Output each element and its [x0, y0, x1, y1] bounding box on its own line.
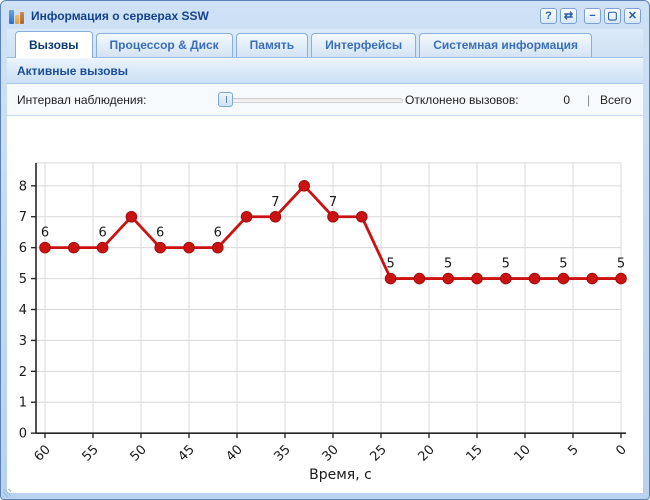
rejected-calls-value: 0: [563, 92, 570, 107]
panel-header: Активные вызовы: [7, 58, 643, 84]
svg-text:3: 3: [19, 334, 27, 349]
svg-text:5: 5: [559, 257, 567, 272]
tick-marks: [31, 185, 622, 439]
tab-cpu-disk[interactable]: Процессор & Диск: [95, 33, 233, 57]
data-point: [413, 272, 426, 285]
svg-text:55: 55: [80, 442, 102, 464]
tab-system-info[interactable]: Системная информация: [419, 33, 593, 57]
svg-text:5: 5: [617, 257, 625, 272]
resize-grip[interactable]: [3, 489, 11, 497]
calls-panel: Активные вызовы Интервал наблюдения: Отк…: [7, 58, 643, 493]
data-point: [96, 241, 109, 254]
svg-text:35: 35: [272, 442, 294, 464]
data-point: [269, 210, 282, 223]
svg-text:5: 5: [19, 272, 27, 287]
chart-panel: 0 1 2 3 4 5 6 7 8 60 55 50 45 40 35 30 25 20 15 10 5 0 Время, …: [7, 116, 643, 493]
tab-interfaces[interactable]: Интерфейсы: [311, 33, 417, 57]
data-point: [212, 241, 224, 254]
svg-text:8: 8: [19, 179, 27, 194]
data-point: [68, 241, 80, 254]
rejected-calls-label: Отклонено вызовов:: [405, 92, 519, 107]
x-tick-labels: 60 55 50 45 40 35 30 25 20 15 10 5 0: [32, 442, 630, 464]
data-point: [298, 180, 311, 192]
interval-label: Интервал наблюдения:: [17, 92, 147, 107]
svg-text:60: 60: [32, 442, 54, 464]
svg-text:6: 6: [214, 226, 222, 241]
window-tools: ? ⇄ − ▢ ✕: [540, 8, 641, 24]
close-button[interactable]: ✕: [624, 8, 641, 24]
total-label: Всего: [600, 92, 632, 107]
svg-text:50: 50: [128, 442, 150, 464]
data-points: [39, 180, 627, 285]
svg-text:6: 6: [98, 226, 106, 241]
x-axis-label: Время, с: [309, 467, 372, 483]
data-point: [442, 272, 455, 285]
svg-text:45: 45: [176, 442, 198, 464]
panel-title: Активные вызовы: [17, 64, 129, 78]
refresh-button[interactable]: ⇄: [560, 8, 577, 24]
tab-bar: Вызовы Процессор & Диск Память Интерфейс…: [7, 29, 643, 58]
point-labels: 6 6 6 6 7 7 5 5 5 5 5: [41, 195, 625, 272]
minimize-button[interactable]: −: [584, 8, 601, 24]
toolbar: Интервал наблюдения: Отклонено вызовов: …: [7, 84, 643, 116]
svg-text:5: 5: [386, 257, 394, 272]
svg-text:40: 40: [224, 442, 246, 464]
data-point: [327, 210, 339, 223]
data-point: [183, 241, 195, 254]
svg-text:25: 25: [368, 442, 390, 464]
slider-thumb[interactable]: [218, 91, 233, 107]
y-tick-labels: 0 1 2 3 4 5 6 7 8: [19, 179, 27, 441]
svg-text:7: 7: [19, 210, 27, 225]
svg-text:30: 30: [320, 442, 342, 464]
help-button[interactable]: ?: [540, 8, 557, 24]
interval-slider[interactable]: [218, 91, 403, 108]
bar-chart-icon: [9, 8, 25, 24]
maximize-button[interactable]: ▢: [604, 8, 621, 24]
data-point: [528, 272, 541, 285]
data-point: [500, 272, 512, 285]
data-point: [39, 241, 51, 254]
svg-text:6: 6: [156, 226, 164, 241]
data-point: [125, 210, 138, 223]
window-title: Информация о серверах SSW: [31, 9, 209, 23]
svg-text:2: 2: [19, 365, 27, 380]
data-point: [154, 241, 166, 254]
axes: [35, 162, 626, 434]
tab-calls[interactable]: Вызовы: [15, 31, 93, 58]
tab-memory[interactable]: Память: [235, 33, 309, 57]
svg-text:0: 0: [19, 427, 27, 442]
svg-text:6: 6: [41, 226, 49, 241]
svg-text:20: 20: [416, 442, 438, 464]
svg-text:7: 7: [271, 195, 279, 210]
svg-text:15: 15: [464, 442, 486, 464]
svg-text:6: 6: [19, 241, 27, 256]
data-point: [240, 210, 253, 223]
data-point: [615, 272, 627, 285]
svg-text:10: 10: [512, 442, 534, 464]
separator: |: [587, 92, 591, 107]
data-point: [384, 272, 397, 285]
data-point: [356, 210, 368, 223]
slider-track[interactable]: [218, 97, 403, 103]
svg-text:0: 0: [613, 442, 629, 458]
svg-text:1: 1: [19, 396, 27, 411]
svg-text:5: 5: [565, 442, 581, 458]
window-titlebar: Информация о серверах SSW ? ⇄ − ▢ ✕: [7, 3, 643, 29]
svg-text:7: 7: [329, 195, 337, 210]
svg-text:4: 4: [19, 303, 27, 318]
data-point: [586, 272, 599, 285]
svg-text:5: 5: [502, 257, 510, 272]
data-point: [557, 272, 570, 285]
svg-text:5: 5: [444, 257, 452, 272]
data-point: [471, 272, 483, 285]
